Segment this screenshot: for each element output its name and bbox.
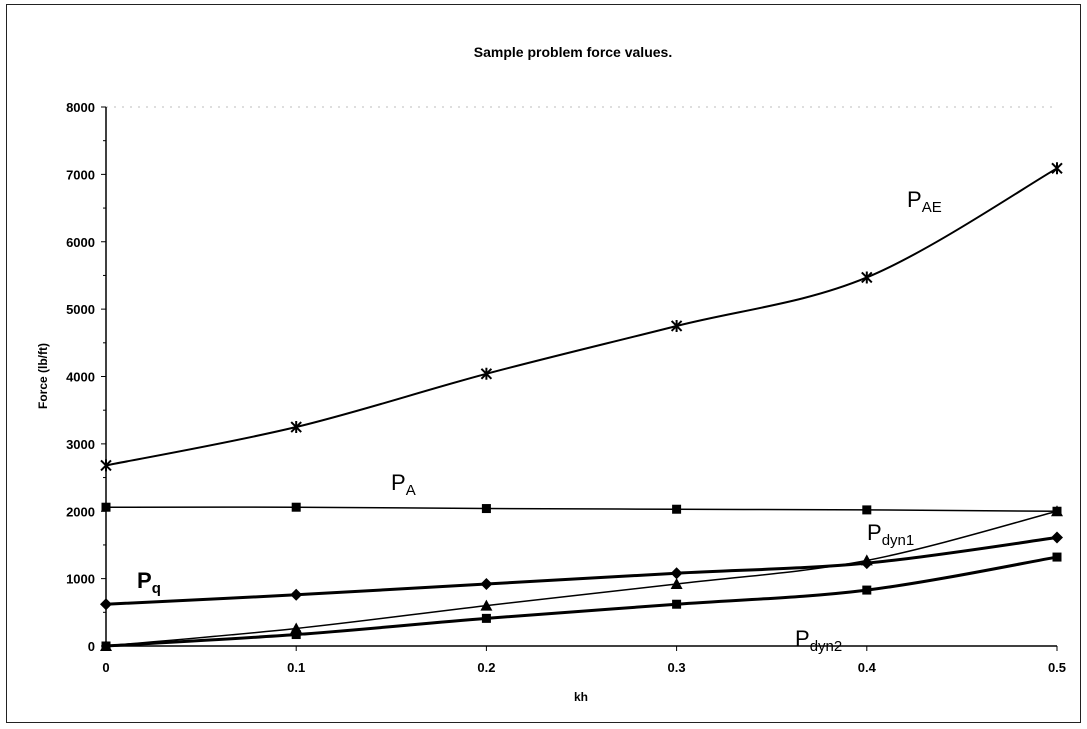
point-pa-4 <box>862 505 872 515</box>
x-tick-label: 0.4 <box>858 660 877 675</box>
series-line-pdyn1 <box>105 510 1058 647</box>
label-pq-sub: q <box>152 580 161 597</box>
series <box>105 167 1058 648</box>
point-pq-3 <box>670 567 683 580</box>
label-pa-main: P <box>391 470 406 495</box>
point-pdyn2-3 <box>672 599 682 609</box>
label-pae: PAE <box>907 187 942 216</box>
label-pa-sub: A <box>406 482 416 499</box>
series-line-pa <box>105 506 1058 512</box>
y-tick-label: 8000 <box>66 100 95 115</box>
label-pdyn1: Pdyn1 <box>867 520 914 549</box>
chart-title: Sample problem force values. <box>474 44 672 60</box>
label-pq-main: P <box>137 568 152 593</box>
point-pa-2 <box>481 504 491 514</box>
y-tick-label: 4000 <box>66 370 95 385</box>
label-pdyn2-sub: dyn2 <box>810 638 843 655</box>
x-tick-label: 0.3 <box>668 660 686 675</box>
y-tick-label: 1000 <box>66 572 95 587</box>
point-pdyn1-2 <box>480 599 493 611</box>
point-pq-4 <box>860 557 873 570</box>
ticks: 0 1000 2000 3000 4000 5000 6000 7000 8000 0 0.1 0.2… <box>66 100 1066 675</box>
series-line-pq <box>105 536 1058 606</box>
point-pq-2 <box>480 578 493 591</box>
label-pdyn2: Pdyn2 <box>795 626 842 655</box>
point-pae-4 <box>861 271 873 284</box>
y-tick-label: 0 <box>88 639 95 654</box>
label-pa: PA <box>391 470 416 499</box>
y-tick-label: 2000 <box>66 504 95 519</box>
point-pae-3 <box>670 319 683 332</box>
label-pae-main: P <box>907 187 922 212</box>
label-pdyn2-main: P <box>795 626 810 651</box>
x-tick-label: 0 <box>102 660 109 675</box>
y-tick-label: 5000 <box>66 302 95 317</box>
label-pdyn1-main: P <box>867 520 882 545</box>
x-tick-label: 0.1 <box>287 660 305 675</box>
point-pq-5 <box>1051 531 1063 544</box>
point-pa-3 <box>672 504 682 514</box>
point-pdyn2-1 <box>291 630 301 640</box>
markers <box>100 162 1063 651</box>
series-line-pdyn2 <box>105 555 1058 648</box>
point-pdyn1-5 <box>1051 505 1063 517</box>
point-pq-1 <box>290 588 303 601</box>
x-tick-label: 0.5 <box>1048 660 1066 675</box>
point-pdyn2-5 <box>1052 552 1062 562</box>
chart-frame <box>6 4 1081 723</box>
label-pq: Pq <box>137 568 161 597</box>
point-pae-2 <box>480 367 493 380</box>
y-tick-label: 6000 <box>66 235 95 250</box>
point-pae-1 <box>290 421 302 434</box>
point-pdyn2-0 <box>101 641 111 651</box>
series-line-pae <box>105 167 1058 467</box>
point-pq-0 <box>100 598 112 611</box>
label-pdyn1-sub: dyn1 <box>882 532 915 549</box>
label-pae-sub: AE <box>922 199 942 216</box>
y-tick-label: 7000 <box>66 167 95 182</box>
x-tick-label: 0.2 <box>477 660 495 675</box>
x-axis-title: kh <box>574 690 588 704</box>
y-tick-label: 3000 <box>66 437 95 452</box>
point-pdyn1-3 <box>670 578 683 590</box>
point-pa-1 <box>291 502 301 512</box>
point-pa-0 <box>101 502 111 512</box>
point-pdyn2-4 <box>862 585 872 595</box>
y-axis-title: Force (lb/ft) <box>36 343 50 409</box>
point-pae-5 <box>1051 162 1063 175</box>
point-pdyn2-2 <box>481 613 491 623</box>
point-pae-0 <box>100 459 112 472</box>
